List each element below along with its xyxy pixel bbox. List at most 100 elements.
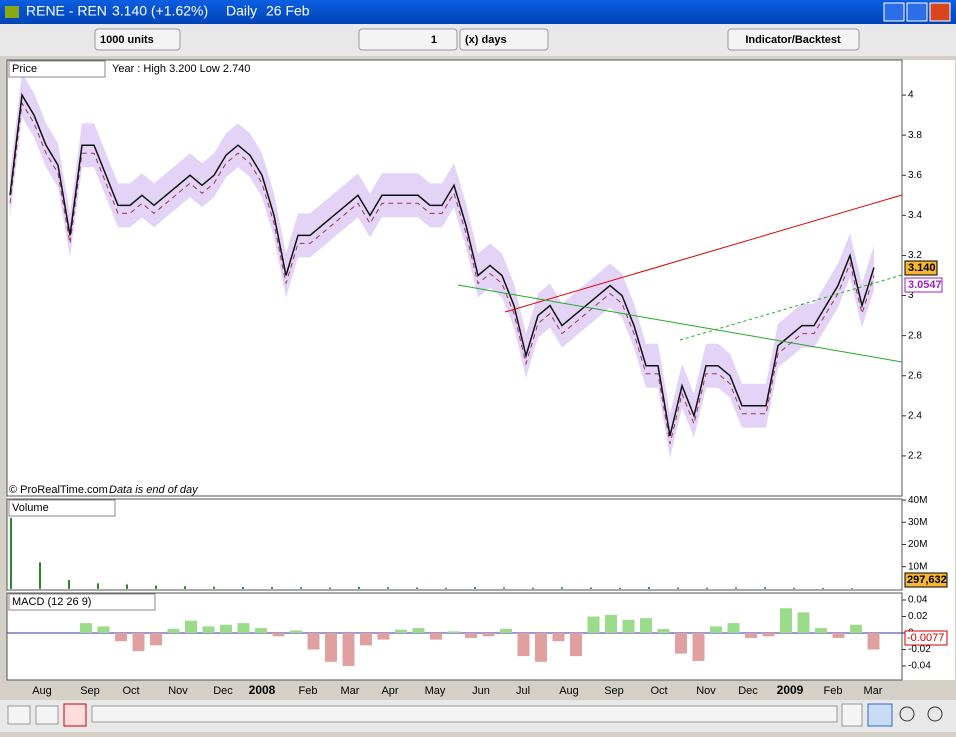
macd-bar xyxy=(762,632,775,637)
y-tick-label: -0.02 xyxy=(908,644,931,655)
zoom-out-button[interactable] xyxy=(899,706,915,722)
volume-bar xyxy=(764,587,766,589)
macd-bar xyxy=(465,632,477,638)
x-tick-label: Feb xyxy=(824,685,843,697)
volume-bar xyxy=(329,587,331,589)
volume-bar xyxy=(97,583,99,589)
count-input[interactable] xyxy=(358,28,458,51)
macd-bar xyxy=(850,624,862,633)
macd-label: MACD (12 26 9) xyxy=(12,596,91,608)
x-tick-label: Nov xyxy=(696,685,716,697)
mail-button[interactable] xyxy=(7,705,31,725)
zoom-fit-button[interactable] xyxy=(867,703,893,727)
macd-bar xyxy=(535,632,547,662)
volume-bar xyxy=(155,585,157,589)
x-tick-label: Dec xyxy=(213,685,233,697)
macd-bar xyxy=(815,628,827,633)
x-tick-label: Aug xyxy=(559,685,579,697)
volume-bar xyxy=(503,587,505,589)
volume-bar xyxy=(706,587,708,589)
y-tick-label: 40M xyxy=(908,495,927,506)
macd-bar xyxy=(202,626,215,633)
volume-bar xyxy=(822,588,824,589)
x-tick-label: 2008 xyxy=(249,683,276,697)
macd-bar xyxy=(185,620,197,633)
y-tick-label: 2.2 xyxy=(908,451,922,462)
y-tick-label: 3.8 xyxy=(908,130,922,141)
macd-bar xyxy=(727,623,740,633)
volume-bar xyxy=(242,586,244,589)
volume-label: Volume xyxy=(12,502,49,514)
units-select[interactable] xyxy=(94,28,181,51)
volume-bar xyxy=(10,517,12,589)
delete-button[interactable] xyxy=(63,703,87,727)
volume-bar xyxy=(735,587,737,589)
y-tick-label: 3.6 xyxy=(908,170,922,181)
macd-bar xyxy=(220,624,232,633)
y-tick-label: 2.4 xyxy=(908,410,922,421)
macd-bar xyxy=(307,632,320,650)
y-tick-label: 30M xyxy=(908,517,927,528)
volume-bar xyxy=(416,587,418,589)
macd-bar xyxy=(797,612,810,633)
price-info: Year : High 3.200 Low 2.740 xyxy=(112,63,250,75)
macd-bar xyxy=(447,631,460,633)
x-tick-label: Dec xyxy=(738,685,758,697)
macd-bar xyxy=(115,632,127,642)
macd-bar xyxy=(867,632,880,650)
y-tick-label: 3.2 xyxy=(908,250,922,261)
price-label: Price xyxy=(12,63,37,75)
macd-bar xyxy=(622,619,635,633)
x-tick-label: 2009 xyxy=(777,683,804,697)
y-tick-label: 2.8 xyxy=(908,330,922,341)
scrollbar[interactable] xyxy=(91,705,838,723)
volume-bar xyxy=(213,586,215,589)
volume-bar xyxy=(68,580,70,589)
macd-bar xyxy=(587,616,600,633)
macd-bar xyxy=(832,632,845,638)
volume-panel xyxy=(6,498,903,591)
unit-type-select[interactable] xyxy=(459,28,549,51)
units-text: 1000 units xyxy=(100,34,154,46)
y-tick-label: 10M xyxy=(908,561,927,572)
volume-bar xyxy=(300,587,302,589)
macd-bar xyxy=(482,632,495,637)
indicator-button[interactable] xyxy=(727,28,860,51)
macd-bar xyxy=(692,632,705,662)
macd-bar xyxy=(132,632,145,652)
volume-bar xyxy=(619,587,621,589)
print-button[interactable] xyxy=(35,705,59,725)
macd-bar xyxy=(255,628,267,633)
y-tick-label: 3.4 xyxy=(908,210,922,221)
macd-bar xyxy=(395,629,407,633)
volume-bar xyxy=(561,587,563,589)
volume-bar xyxy=(590,587,592,589)
y-tick-label: 3 xyxy=(908,290,914,301)
macd-bar xyxy=(412,628,425,633)
macd-last: -0.0077 xyxy=(907,632,944,644)
volume-bar xyxy=(648,587,650,589)
volume-bar xyxy=(126,584,128,589)
macd-bar xyxy=(517,632,530,657)
macd-bar xyxy=(167,628,180,633)
macd-bar xyxy=(360,632,372,646)
macd-bar xyxy=(675,632,687,654)
last-price: 3.140 xyxy=(908,262,936,274)
x-tick-label: Oct xyxy=(122,685,139,697)
macd-bar xyxy=(552,632,565,642)
x-tick-label: Nov xyxy=(168,685,188,697)
count-text: 1 xyxy=(431,34,437,46)
maximize-button[interactable] xyxy=(906,2,928,22)
bollinger-band xyxy=(10,73,874,458)
minimize-button[interactable] xyxy=(883,2,905,22)
macd-bar xyxy=(570,632,582,657)
volume-bar xyxy=(184,586,186,589)
last-volume-tag xyxy=(904,572,948,588)
x-tick-label: Sep xyxy=(80,685,100,697)
trend-line xyxy=(457,284,903,363)
macd-bar xyxy=(430,632,442,640)
tool-button[interactable] xyxy=(841,703,863,727)
close-button[interactable] xyxy=(929,2,951,22)
zoom-in-button[interactable] xyxy=(927,706,943,722)
trend-line xyxy=(679,274,903,341)
